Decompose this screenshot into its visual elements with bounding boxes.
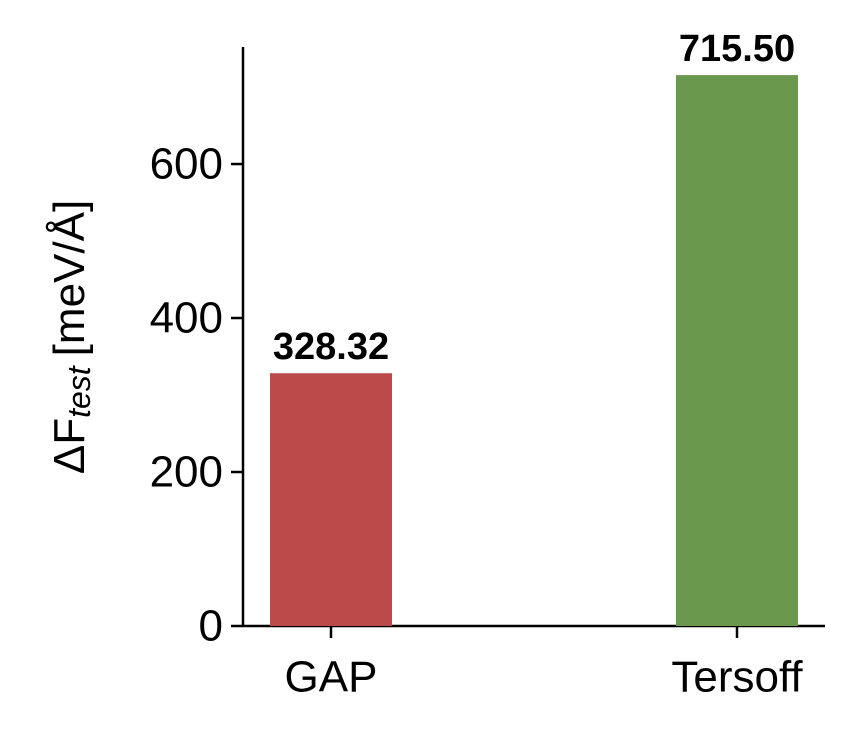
y-tick-label: 400	[150, 294, 223, 343]
y-tick-label: 0	[199, 602, 223, 651]
bar	[270, 373, 392, 626]
y-label-unit: [meV/Å]	[45, 200, 94, 357]
x-tick-label: GAP	[285, 653, 378, 702]
bar	[676, 75, 798, 627]
y-axis-label: ΔFtest [meV/Å]	[45, 200, 98, 474]
y-label-main: ΔF	[45, 418, 94, 474]
value-label: 328.32	[273, 326, 389, 368]
y-tick-label: 600	[150, 140, 223, 189]
y-label-subscript: test	[61, 365, 97, 418]
y-tick-label: 200	[150, 448, 223, 497]
x-tick-label: Tersoff	[671, 653, 803, 702]
value-label: 715.50	[679, 28, 795, 70]
